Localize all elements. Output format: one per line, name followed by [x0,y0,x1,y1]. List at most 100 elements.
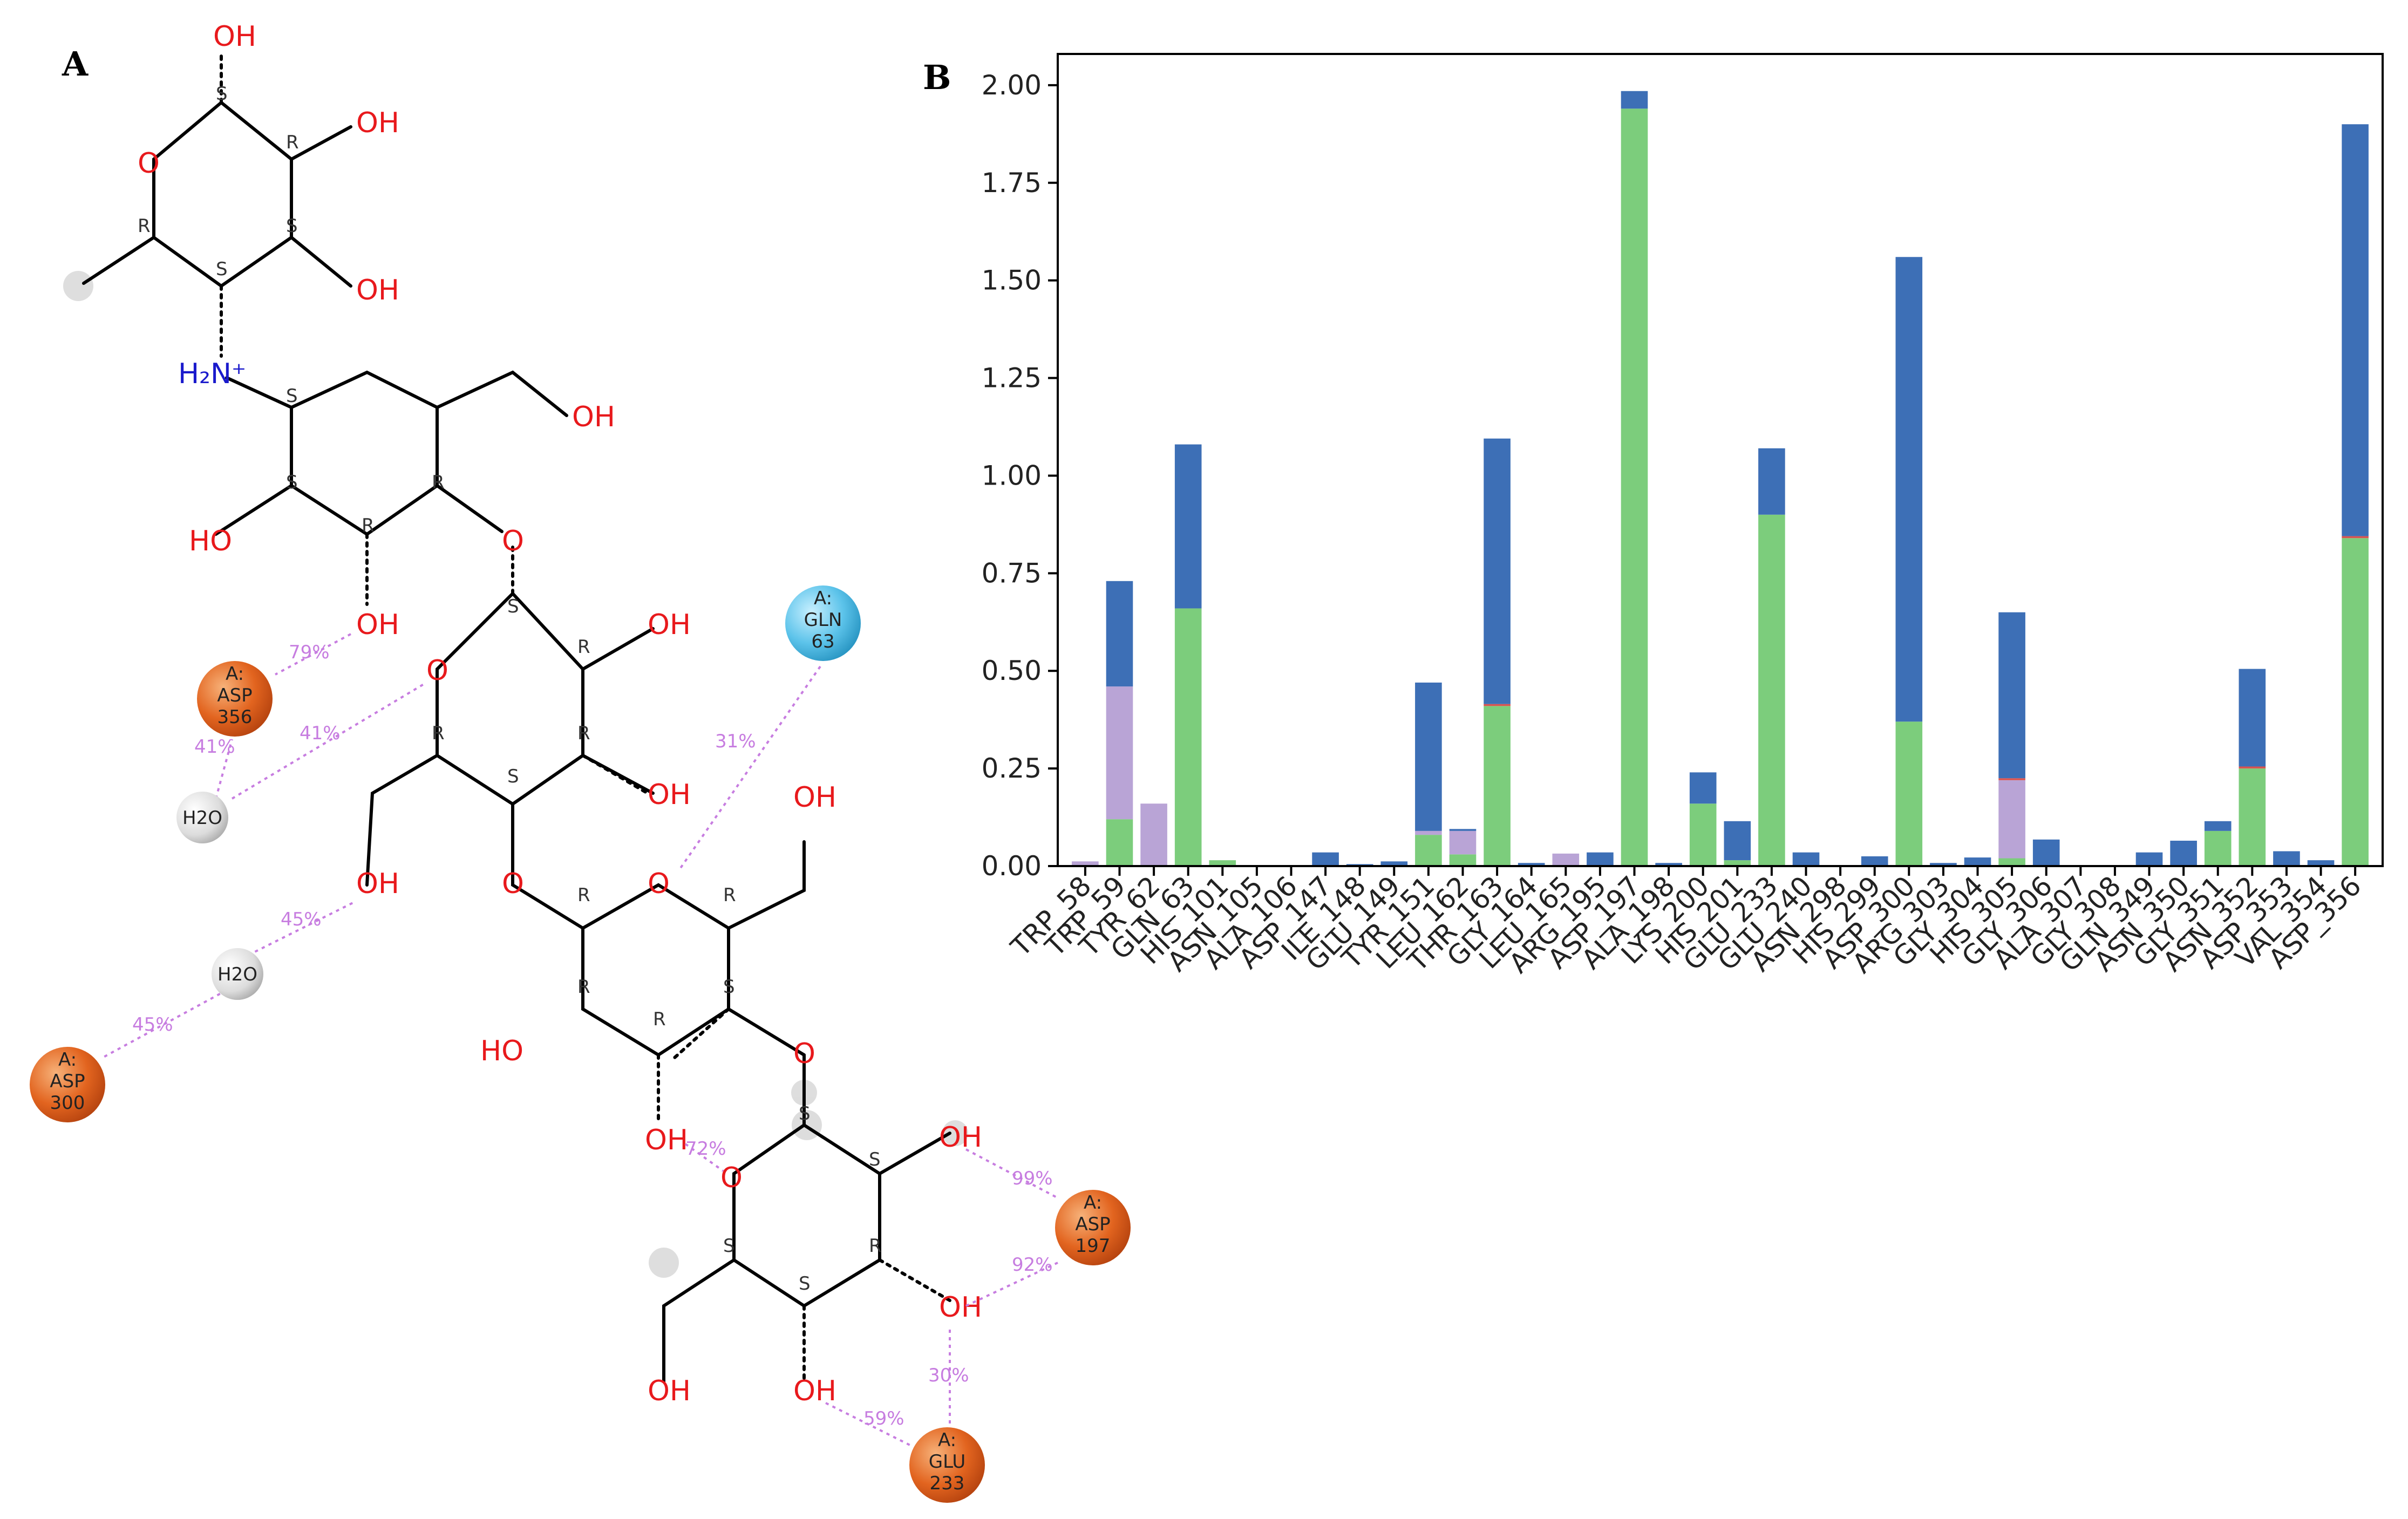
plot-frame [1057,53,2384,867]
y-tick-label: 1.00 [982,460,1042,491]
bar-asp_197-water-bridges [1621,91,1648,109]
x-axis: TRP_58TRP_59TYR_62GLN_63HIS_101ASN_105AL… [1004,866,2368,979]
svg-text:A:: A: [226,663,244,685]
svg-text:ASP: ASP [217,685,252,706]
bar-asn_352-h-bonds [2239,768,2266,866]
bar-gln_63-water-bridges [1174,444,1202,609]
svg-text:63: 63 [811,631,834,652]
svg-text:O: O [502,525,524,557]
residue-glu233: A: GLU 233 [909,1427,985,1503]
panel-b-label: B [923,58,951,97]
svg-text:S: S [216,258,228,280]
interaction-fraction-chart: B 0.00 0.25 0.50 0.75 1.00 1.25 1.50 1.75 2.00 T… [923,53,2384,979]
y-tick-label: 1.25 [982,363,1042,394]
svg-text:S: S [507,766,519,787]
svg-text:R: R [432,472,445,493]
pct-92: 92% [1012,1254,1053,1276]
bar-his_305-ionic [1998,778,2025,780]
bar-asp_356-water-bridges [2342,124,2369,536]
bar-glu_233-h-bonds [1758,514,1785,866]
y-tick-label: 0.00 [982,850,1042,882]
svg-text:HO: HO [189,525,232,557]
y-tick-label: 0.50 [982,655,1042,686]
svg-text:OH: OH [793,781,836,814]
svg-text:GLU: GLU [929,1451,965,1473]
svg-text:OH: OH [648,1375,691,1407]
svg-text:S: S [723,976,735,998]
svg-text:O: O [648,868,670,900]
svg-text:OH: OH [213,21,256,53]
pct-30: 30% [928,1365,969,1386]
bar-asp_356-ionic [2342,536,2369,539]
svg-text:S: S [286,472,298,493]
svg-text:233: 233 [930,1473,965,1494]
bar-his_201-h-bonds [1724,860,1751,866]
svg-text:H₂N⁺: H₂N⁺ [178,358,246,390]
bar-gly_164-water-bridges [1518,863,1545,866]
bar-asn_352-water-bridges [2239,669,2266,767]
bar-asp_197-h-bonds [1621,108,1648,866]
bar-his_201-water-bridges [1724,821,1751,861]
ring-1 [82,52,352,358]
bar-trp_59-hydrophobic [1106,686,1133,820]
svg-text:S: S [286,215,298,237]
svg-text:OH: OH [356,609,399,641]
atom-labels: OH OH O OH H₂N⁺ OH HO O OH OH O OH OH O H… [138,21,982,1407]
bar-tyr_151-hydrophobic [1415,830,1442,835]
bar-asp_353-water-bridges [2273,851,2300,866]
svg-text:R: R [577,976,590,998]
bar-tyr_151-water-bridges [1415,682,1442,831]
bar-gly_351-h-bonds [2204,830,2232,866]
residue-asp300: A: ASP 300 [30,1047,105,1122]
svg-text:O: O [138,147,160,180]
svg-text:R: R [577,636,590,658]
bar-his_101-h-bonds [1209,860,1236,866]
svg-text:S: S [507,596,519,617]
svg-text:GLN: GLN [804,609,842,631]
ring-2 [214,370,568,606]
bar-his_305-h-bonds [1998,858,2025,866]
bar-gly_306-water-bridges [2032,839,2060,866]
bar-asn_352-ionic [2239,766,2266,769]
svg-text:R: R [577,723,590,744]
stereo-labels: S R R S S S S R R S R R R S R R R S R S … [138,83,882,1295]
bar-lys_200-h-bonds [1689,803,1717,866]
svg-text:197: 197 [1076,1235,1111,1257]
water-2: H2O [212,948,263,1000]
svg-text:OH: OH [793,1375,836,1407]
bar-leu_162-hydrophobic [1449,830,1477,855]
svg-text:OH: OH [572,401,615,433]
svg-text:R: R [577,884,590,906]
pct-59: 59% [863,1408,904,1429]
y-tick-label: 0.75 [982,557,1042,589]
bar-asp_356-h-bonds [2342,538,2369,866]
svg-text:R: R [362,515,375,536]
bar-leu_162-h-bonds [1449,854,1477,866]
pct-99: 99% [1012,1168,1053,1189]
svg-text:S: S [869,1149,881,1170]
y-tick-label: 1.75 [982,167,1042,199]
interaction-arrows [102,633,1058,1447]
pct-45b: 45% [132,1014,173,1036]
pct-41b: 41% [300,723,341,744]
bar-asp_300-h-bonds [1895,721,1923,866]
svg-text:S: S [799,1103,811,1125]
residue-asp356: A: ASP 356 [197,661,273,737]
svg-text:356: 356 [217,706,253,728]
bar-his_299-water-bridges [1861,856,1888,866]
bar-gln_63-h-bonds [1174,608,1202,866]
atom-halos [63,271,968,1278]
bar-asn_350-water-bridges [2170,840,2197,866]
bar-lys_200-water-bridges [1689,772,1717,804]
svg-text:OH: OH [356,274,399,306]
pct-31: 31% [715,731,756,752]
svg-text:O: O [720,1162,743,1194]
bar-trp_59-water-bridges [1106,581,1133,687]
residue-asp197: A: ASP 197 [1055,1190,1131,1265]
pct-45a: 45% [281,909,322,930]
svg-text:S: S [723,1235,735,1257]
svg-text:S: S [216,83,228,105]
svg-text:A:: A: [814,588,832,609]
svg-text:OH: OH [356,107,399,139]
bar-gly_351-water-bridges [2204,821,2232,831]
